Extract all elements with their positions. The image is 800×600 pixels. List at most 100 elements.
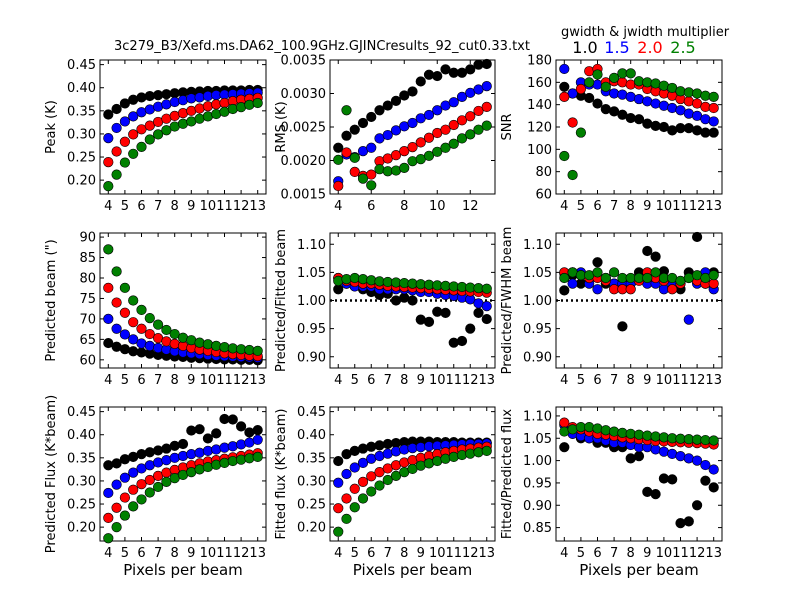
y-tick-label: 1.05 bbox=[523, 432, 552, 447]
data-point bbox=[709, 103, 719, 113]
data-point bbox=[576, 84, 586, 94]
x-axis-label: Pixels per beam bbox=[353, 561, 473, 579]
y-tick-label: 1.00 bbox=[523, 454, 552, 469]
data-point bbox=[137, 142, 147, 152]
data-point bbox=[626, 69, 636, 79]
data-point bbox=[112, 324, 122, 334]
data-point bbox=[203, 101, 213, 111]
data-point bbox=[441, 308, 451, 318]
y-tick-label: 1.10 bbox=[297, 238, 326, 253]
x-tick-label: 10 bbox=[656, 373, 673, 388]
x-tick-label: 9 bbox=[417, 546, 425, 561]
y-tick-label: 0.25 bbox=[67, 498, 96, 513]
data-point bbox=[245, 453, 255, 463]
x-tick-label: 7 bbox=[384, 546, 392, 561]
y-axis-label: Peak (K) bbox=[44, 100, 59, 154]
data-point bbox=[112, 298, 122, 308]
data-point bbox=[701, 476, 711, 486]
x-tick-label: 7 bbox=[610, 373, 618, 388]
data-point bbox=[211, 445, 221, 455]
y-tick-label: 0.30 bbox=[297, 474, 326, 489]
data-point bbox=[593, 424, 603, 434]
data-point bbox=[342, 148, 352, 158]
panel-2: 4 5 6 7 8 9 10 11 12 136080100120140160180SNR bbox=[500, 54, 722, 215]
data-point bbox=[342, 105, 352, 115]
data-point bbox=[593, 268, 603, 278]
x-tick-label: 9 bbox=[417, 373, 425, 388]
legend-entry: 1.5 bbox=[604, 38, 629, 57]
data-point bbox=[236, 455, 246, 465]
x-tick-label: 6 bbox=[137, 546, 145, 561]
y-axis-label: Fitted/Predicted flux bbox=[500, 409, 515, 540]
data-point bbox=[601, 425, 611, 435]
x-tick-label: 5 bbox=[351, 546, 359, 561]
y-tick-label: 0.0035 bbox=[281, 54, 327, 69]
data-point bbox=[618, 322, 628, 332]
data-point bbox=[128, 485, 138, 495]
x-tick-label: 7 bbox=[610, 546, 618, 561]
x-tick-label: 10 bbox=[429, 546, 446, 561]
y-tick-label: 0.95 bbox=[523, 476, 552, 491]
data-point bbox=[651, 252, 661, 262]
y-tick-label: 0.0020 bbox=[281, 154, 327, 169]
x-tick-label: 13 bbox=[705, 373, 722, 388]
data-point bbox=[120, 308, 130, 318]
y-tick-label: 0.35 bbox=[297, 451, 326, 466]
data-point bbox=[228, 415, 238, 425]
data-point bbox=[228, 104, 238, 114]
x-tick-label: 12 bbox=[689, 199, 706, 214]
x-tick-label: 4 bbox=[334, 199, 342, 214]
y-tick-label: 100 bbox=[527, 143, 552, 158]
data-point bbox=[667, 284, 677, 294]
data-point bbox=[203, 446, 213, 456]
data-point bbox=[408, 296, 418, 306]
y-axis-label: Predicted beam (") bbox=[44, 239, 59, 361]
x-tick-label: 4 bbox=[560, 373, 568, 388]
x-axis-label: Pixels per beam bbox=[123, 561, 243, 579]
y-tick-label: 0.30 bbox=[67, 474, 96, 489]
data-point bbox=[651, 489, 661, 499]
x-tick-label: 12 bbox=[233, 199, 250, 214]
x-tick-label: 8 bbox=[627, 199, 635, 214]
x-tick-label: 4 bbox=[104, 373, 112, 388]
data-point bbox=[153, 343, 163, 353]
data-point bbox=[643, 273, 653, 283]
x-tick-label: 9 bbox=[643, 373, 651, 388]
x-tick-label: 5 bbox=[351, 373, 359, 388]
y-axis-label: SNR bbox=[500, 113, 515, 140]
data-point bbox=[709, 128, 719, 138]
data-point bbox=[195, 448, 205, 458]
y-tick-label: 0.35 bbox=[67, 451, 96, 466]
data-point bbox=[104, 314, 114, 324]
x-tick-label: 6 bbox=[593, 546, 601, 561]
x-tick-label: 13 bbox=[249, 373, 266, 388]
panel-7: 4 5 6 7 8 9 10 11 12 130.200.250.300.350.400.45Fi… bbox=[274, 405, 495, 579]
data-point bbox=[709, 483, 719, 493]
y-tick-label: 70 bbox=[79, 312, 96, 327]
y-tick-label: 85 bbox=[79, 251, 96, 266]
data-point bbox=[170, 97, 180, 107]
x-tick-label: 11 bbox=[216, 373, 233, 388]
data-point bbox=[112, 480, 122, 490]
data-point bbox=[178, 95, 188, 105]
data-point bbox=[104, 513, 114, 523]
data-point bbox=[120, 117, 130, 127]
data-point bbox=[333, 527, 343, 537]
data-point bbox=[128, 502, 138, 512]
data-point bbox=[137, 449, 147, 459]
y-tick-label: 0.40 bbox=[67, 428, 96, 443]
data-point bbox=[145, 341, 155, 351]
data-point bbox=[375, 481, 385, 491]
data-point bbox=[560, 82, 570, 92]
data-point bbox=[104, 488, 114, 498]
data-point bbox=[342, 494, 352, 504]
legend-entry: 2.0 bbox=[637, 38, 662, 57]
x-tick-label: 6 bbox=[137, 373, 145, 388]
y-tick-label: 0.40 bbox=[67, 81, 96, 96]
y-tick-label: 1.00 bbox=[523, 294, 552, 309]
x-tick-label: 5 bbox=[577, 373, 585, 388]
y-tick-label: 75 bbox=[79, 292, 96, 307]
y-axis-label: Predicted Flux (K*beam) bbox=[44, 395, 59, 553]
data-point bbox=[709, 436, 719, 446]
y-tick-label: 60 bbox=[79, 353, 96, 368]
